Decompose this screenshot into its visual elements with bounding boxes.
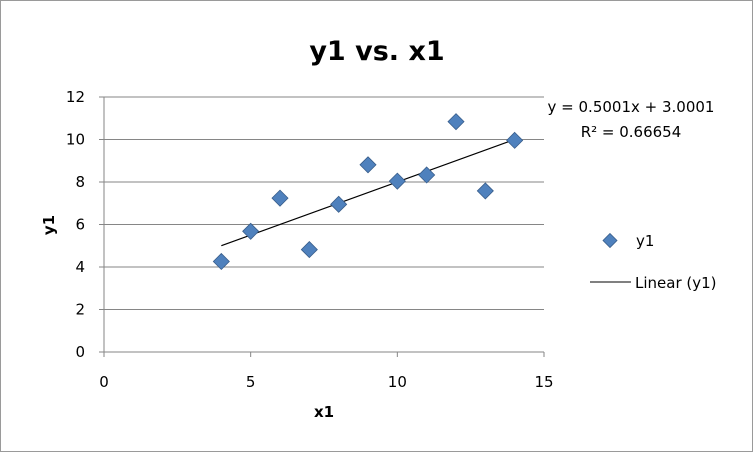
legend-label-y1: y1 <box>636 232 654 250</box>
x-tick-label-5: 5 <box>246 373 256 391</box>
x-axis-title: x1 <box>314 403 334 421</box>
y-tick-label-8: 8 <box>75 173 85 191</box>
data-point-3 <box>271 189 289 207</box>
y-tick-label-6: 6 <box>75 216 85 234</box>
x-tick-label-15: 15 <box>534 373 553 391</box>
data-point-5 <box>330 195 348 213</box>
data-point-10 <box>476 182 494 200</box>
data-points <box>212 113 524 271</box>
trendline-equation: y = 0.5001x + 3.0001 <box>548 98 715 116</box>
data-point-2 <box>242 222 260 240</box>
legend-label-linear: Linear (y1) <box>635 274 717 292</box>
data-point-1 <box>212 252 230 271</box>
legend-marker-y1 <box>602 232 618 249</box>
data-point-4 <box>300 241 318 259</box>
legend: y1 Linear (y1) <box>590 232 717 292</box>
gridlines <box>104 96 544 310</box>
trendline-group <box>221 138 515 247</box>
data-point-8 <box>418 166 436 184</box>
x-axis-ticks: 0 5 10 15 <box>99 352 554 391</box>
chart-title: y1 vs. x1 <box>309 36 444 67</box>
data-point-9 <box>447 113 465 131</box>
y-tick-label-2: 2 <box>75 301 85 319</box>
data-point-6 <box>359 156 377 174</box>
data-point-7 <box>388 172 406 190</box>
y-tick-label-0: 0 <box>75 343 85 361</box>
y-tick-label-10: 10 <box>66 131 85 149</box>
trendline <box>221 138 515 247</box>
data-point-11 <box>506 131 524 149</box>
r-squared-label: R² = 0.66654 <box>581 123 682 141</box>
y-tick-label-4: 4 <box>75 258 85 276</box>
y-axis-title: y1 <box>40 215 58 235</box>
y-axis-ticks: 0 2 4 6 8 10 12 <box>66 88 104 361</box>
y-tick-label-12: 12 <box>66 88 85 106</box>
x-tick-label-0: 0 <box>99 373 109 391</box>
x-tick-label-10: 10 <box>388 373 407 391</box>
